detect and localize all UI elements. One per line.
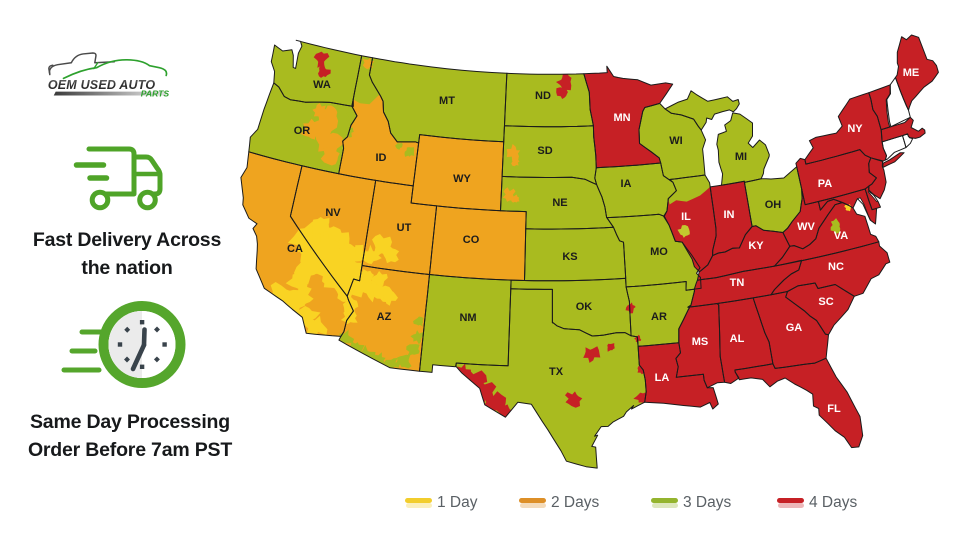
svg-text:CO: CO (463, 234, 480, 246)
svg-text:MI: MI (735, 151, 747, 163)
svg-text:NY: NY (847, 123, 863, 135)
svg-text:NC: NC (828, 261, 844, 273)
svg-text:MS: MS (692, 336, 709, 348)
svg-text:NM: NM (459, 312, 476, 324)
svg-text:OR: OR (294, 125, 311, 137)
svg-text:ID: ID (376, 152, 387, 164)
svg-text:WY: WY (453, 173, 471, 185)
svg-text:MN: MN (613, 112, 630, 124)
svg-text:KS: KS (562, 251, 577, 263)
svg-text:ND: ND (535, 90, 551, 102)
svg-text:TN: TN (730, 277, 745, 289)
svg-text:IA: IA (621, 178, 632, 190)
svg-text:OEM USED AUTO: OEM USED AUTO (48, 78, 155, 92)
svg-text:OH: OH (765, 199, 782, 211)
svg-text:KY: KY (748, 240, 764, 252)
svg-text:VA: VA (834, 230, 849, 242)
svg-text:PA: PA (818, 178, 833, 190)
svg-text:WV: WV (797, 221, 815, 233)
svg-text:AZ: AZ (377, 311, 392, 323)
svg-text:PARTS: PARTS (141, 88, 170, 98)
svg-text:OK: OK (576, 301, 593, 313)
svg-text:AR: AR (651, 311, 667, 323)
svg-text:WA: WA (313, 79, 331, 91)
svg-text:CA: CA (287, 243, 303, 255)
svg-text:UT: UT (397, 222, 412, 234)
svg-text:WI: WI (669, 135, 682, 147)
svg-text:TX: TX (549, 366, 564, 378)
svg-text:IN: IN (724, 209, 735, 221)
svg-text:ME: ME (903, 67, 920, 79)
svg-text:NV: NV (325, 207, 341, 219)
svg-text:SD: SD (537, 145, 552, 157)
svg-text:NE: NE (552, 197, 567, 209)
svg-text:LA: LA (655, 372, 670, 384)
svg-text:AL: AL (730, 333, 745, 345)
svg-text:FL: FL (827, 403, 841, 415)
svg-text:MO: MO (650, 246, 668, 258)
svg-text:SC: SC (818, 296, 833, 308)
svg-text:MT: MT (439, 95, 455, 107)
svg-text:IL: IL (681, 211, 691, 223)
svg-text:GA: GA (786, 322, 803, 334)
